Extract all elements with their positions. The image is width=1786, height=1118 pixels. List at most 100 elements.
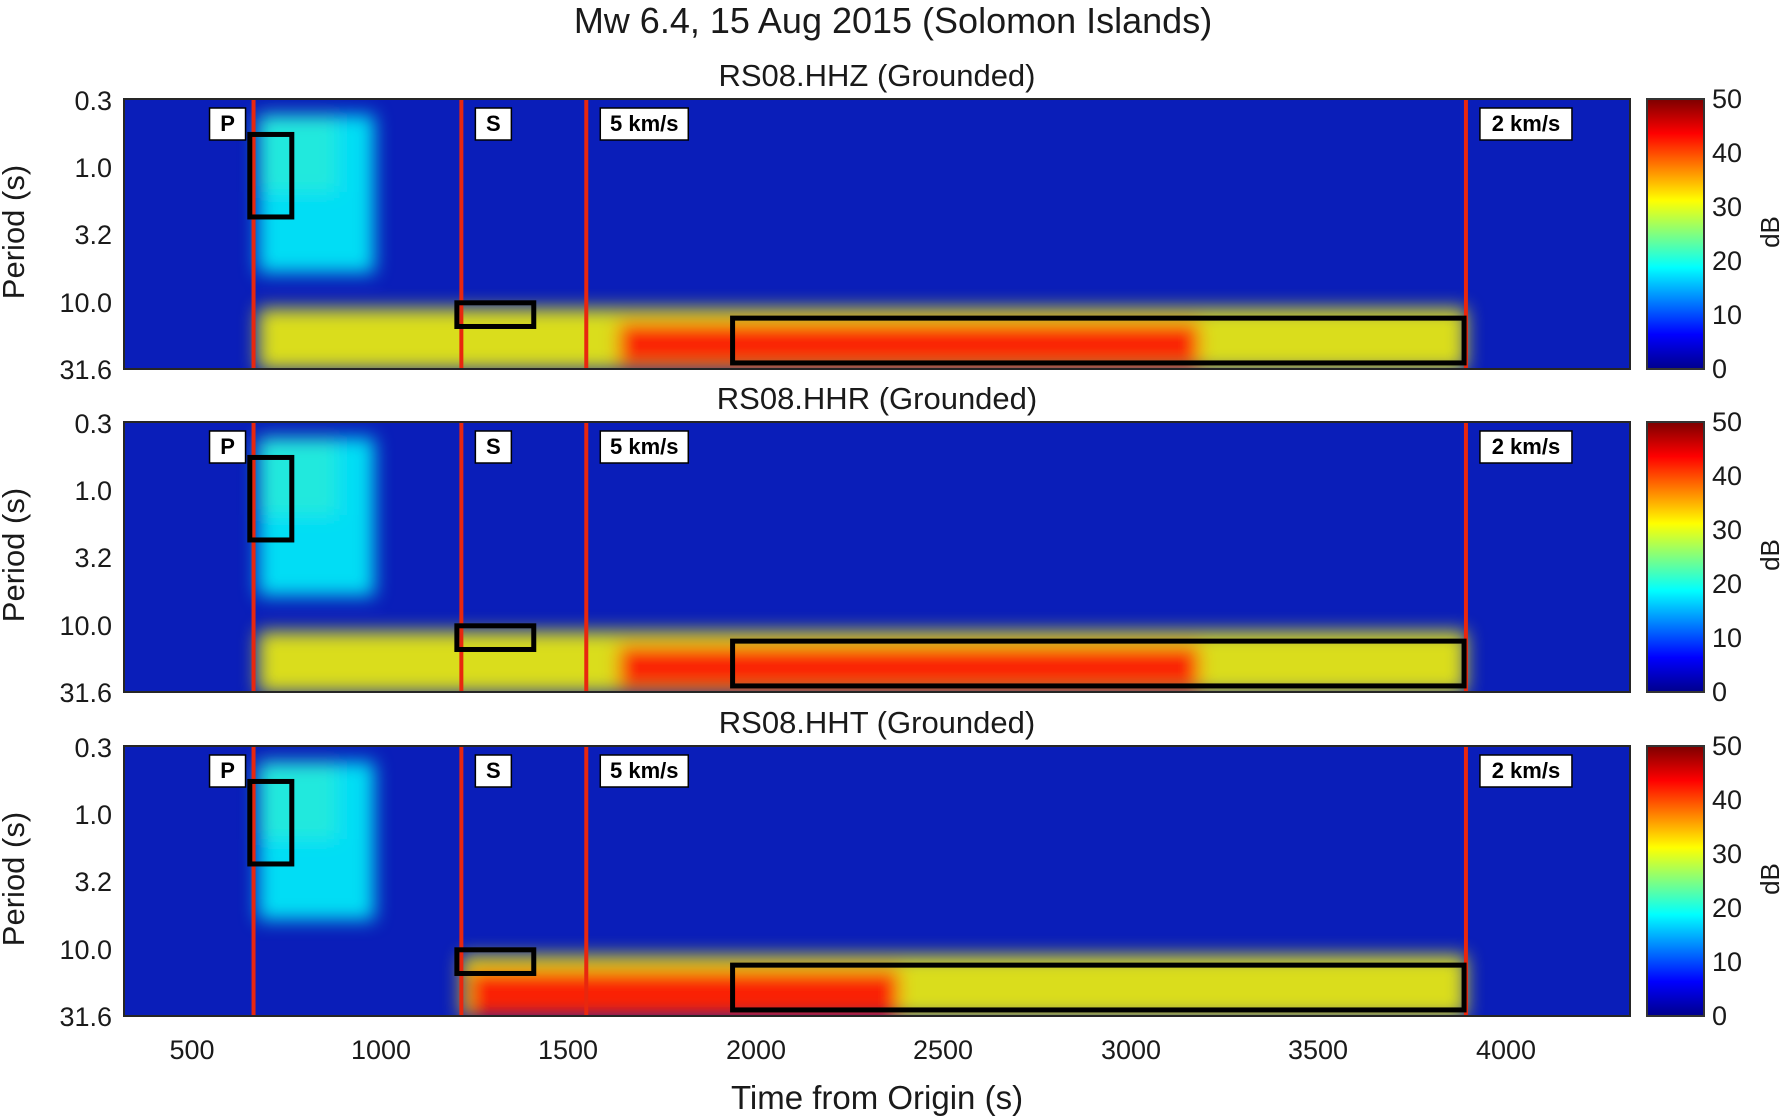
phase-label-box: [1479, 107, 1573, 141]
colorbar-tick: 50: [1712, 407, 1743, 437]
phase-label-text: 2 km/s: [1492, 758, 1561, 783]
colorbar-tick: 20: [1712, 246, 1743, 276]
plot-frame: [123, 745, 1631, 1017]
phase-label-v5: 5 km/s: [599, 430, 690, 464]
x-tick: 1000: [350, 1035, 412, 1065]
panel-title: RS08.HHZ (Grounded): [718, 58, 1036, 93]
y-tick: 3.2: [74, 220, 112, 250]
colorbar-tick: 30: [1712, 839, 1743, 869]
y-tick: 10.0: [59, 611, 112, 641]
energy-layer: [258, 437, 1466, 693]
phase-label-p: P: [208, 107, 247, 141]
phase-label-text: 5 km/s: [610, 111, 679, 136]
panel-hhr: RS08.HHR (Grounded) Period (s) 0.3 1.0 3…: [0, 381, 1785, 708]
phase-label-text: 2 km/s: [1492, 111, 1561, 136]
phase-label-text: 2 km/s: [1492, 434, 1561, 459]
y-tick: 10.0: [59, 935, 112, 965]
phase-label-box: [1479, 430, 1573, 464]
phase-label-v5: 5 km/s: [599, 107, 690, 141]
x-tick: 1500: [537, 1035, 599, 1065]
y-tick: 1.0: [74, 800, 112, 830]
analysis-window-box: [454, 300, 537, 329]
analysis-window-box: [247, 454, 295, 543]
phase-label-box: [599, 430, 690, 464]
colorbar-tick: 20: [1712, 893, 1743, 923]
panel-hhz: RS08.HHZ (Grounded) Period (s) 0.3 1.0 3…: [0, 58, 1785, 385]
phase-label-box: [474, 754, 513, 788]
energy-patch: [258, 114, 375, 273]
spectrogram-hht: P S 5 km/s 2 km/s: [123, 745, 1631, 1017]
colorbar-tick: 40: [1712, 138, 1743, 168]
phase-label-text: P: [220, 758, 235, 783]
x-tick: 3500: [1287, 1035, 1349, 1065]
energy-patch: [618, 645, 1200, 690]
colorbar-tick: 0: [1712, 1001, 1728, 1031]
phase-label-v2: 2 km/s: [1479, 430, 1573, 464]
y-tick: 0.3: [74, 86, 112, 116]
colorbar: [1646, 745, 1705, 1017]
phase-label-text: 5 km/s: [610, 758, 679, 783]
y-tick: 31.6: [59, 678, 112, 708]
analysis-window-box: [730, 315, 1467, 366]
colorbar-tick: 40: [1712, 461, 1743, 491]
x-tick: 3000: [1100, 1035, 1162, 1065]
phase-label-v2: 2 km/s: [1479, 754, 1573, 788]
phase-label-box: [474, 107, 513, 141]
spectrogram-hhr: P S 5 km/s 2 km/s: [123, 421, 1631, 693]
y-tick: 1.0: [74, 153, 112, 183]
x-tick: 4000: [1475, 1035, 1537, 1065]
energy-patch: [618, 322, 1200, 367]
phase-label-p: P: [208, 754, 247, 788]
analysis-window-box: [730, 638, 1467, 689]
y-tick: 0.3: [74, 409, 112, 439]
panel-title: RS08.HHT (Grounded): [718, 705, 1036, 740]
phase-label-p: P: [208, 430, 247, 464]
analysis-window-box: [454, 947, 537, 976]
colorbar-tick: 20: [1712, 569, 1743, 599]
phase-label-text: S: [486, 111, 501, 136]
phase-label-v2: 2 km/s: [1479, 107, 1573, 141]
colorbar-tick: 10: [1712, 947, 1743, 977]
x-axis-label: Time from Origin (s): [730, 1079, 1024, 1116]
panel-hht: RS08.HHT (Grounded) Period (s) 0.3 1.0 3…: [0, 705, 1785, 1032]
colorbar-tick: 50: [1712, 731, 1743, 761]
colorbar-tick: 0: [1712, 677, 1728, 707]
y-tick: 3.2: [74, 543, 112, 573]
colorbar-tick: 30: [1712, 192, 1743, 222]
phase-label-box: [208, 430, 247, 464]
colorbar-tick: 40: [1712, 785, 1743, 815]
colorbar-tick: 0: [1712, 354, 1728, 384]
phase-label-box: [208, 107, 247, 141]
colorbar: [1646, 421, 1705, 693]
phase-label-text: P: [220, 434, 235, 459]
spectrogram-hhz: P S 5 km/s 2 km/s: [123, 98, 1631, 370]
analysis-window-box: [247, 778, 295, 867]
x-tick: 500: [169, 1035, 215, 1065]
colorbar-tick: 10: [1712, 623, 1743, 653]
y-tick: 31.6: [59, 1002, 112, 1032]
phase-label-box: [1479, 754, 1573, 788]
phase-label-box: [474, 430, 513, 464]
phase-label-text: S: [486, 758, 501, 783]
analysis-window-box: [247, 131, 295, 220]
y-tick: 3.2: [74, 867, 112, 897]
phase-label-text: P: [220, 111, 235, 136]
phase-label-box: [208, 754, 247, 788]
panel-title: RS08.HHR (Grounded): [716, 381, 1038, 416]
phase-label-text: 5 km/s: [610, 434, 679, 459]
phase-label-box: [599, 107, 690, 141]
y-tick: 1.0: [74, 476, 112, 506]
analysis-window-box: [730, 962, 1467, 1013]
phase-label-v5: 5 km/s: [599, 754, 690, 788]
colorbar-tick: 50: [1712, 84, 1743, 114]
x-tick: 2500: [912, 1035, 974, 1065]
energy-patch: [258, 761, 375, 920]
phase-label-s: S: [474, 107, 513, 141]
x-tick: 2000: [725, 1035, 787, 1065]
figure-title: Mw 6.4, 15 Aug 2015 (Solomon Islands): [573, 0, 1213, 41]
y-tick: 0.3: [74, 733, 112, 763]
colorbar-tick: 10: [1712, 300, 1743, 330]
colorbar-tick: 30: [1712, 515, 1743, 545]
analysis-window-box: [454, 623, 537, 652]
y-tick: 10.0: [59, 288, 112, 318]
